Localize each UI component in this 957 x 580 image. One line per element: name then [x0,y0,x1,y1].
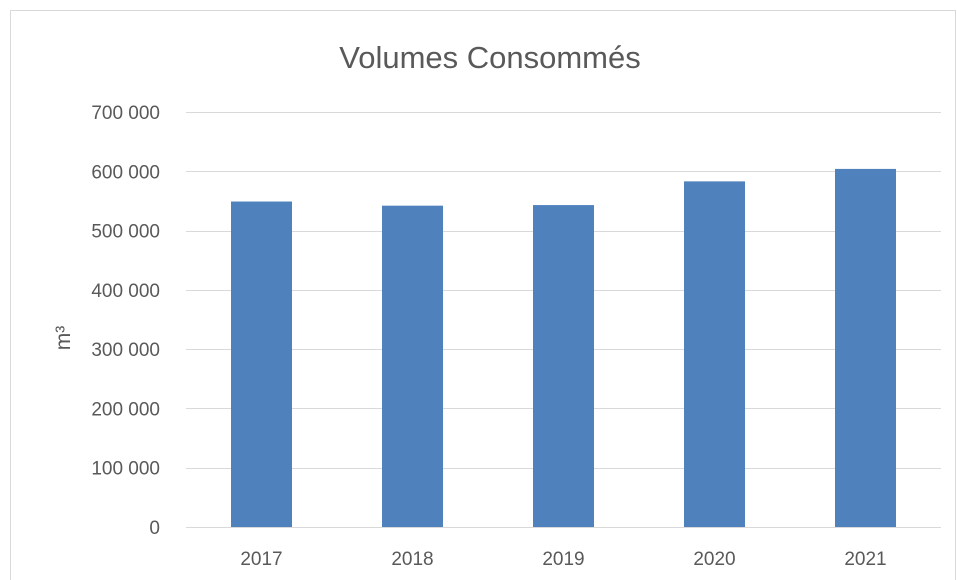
y-tick-label: 700 000 [91,103,160,124]
x-tick-label: 2018 [391,549,433,570]
y-tick-label: 100 000 [91,459,160,480]
y-axis-label: m³ [52,326,75,351]
x-axis-ticks: 2017 2018 2019 2020 2021 [240,549,886,570]
chart-frame [10,10,956,580]
y-tick-label: 0 [149,518,160,539]
y-axis-ticks: 0 100 000 200 000 300 000 400 000 500 000 600 … [91,103,160,539]
chart-title: Volumes Consommés [339,40,641,75]
bar-2019 [533,205,594,528]
y-tick-label: 300 000 [91,340,160,361]
bars [231,168,896,528]
x-tick-label: 2019 [542,549,584,570]
bar-2020 [684,181,745,527]
y-tick-label: 600 000 [91,162,160,183]
x-tick-label: 2021 [844,549,886,570]
bar-2021 [835,168,896,527]
bar-2017 [231,201,292,527]
y-tick-label: 200 000 [91,399,160,420]
x-tick-label: 2017 [240,549,282,570]
y-tick-label: 500 000 [91,222,160,243]
x-tick-label: 2020 [693,549,735,570]
y-tick-label: 400 000 [91,281,160,302]
bar-2018 [382,205,443,527]
